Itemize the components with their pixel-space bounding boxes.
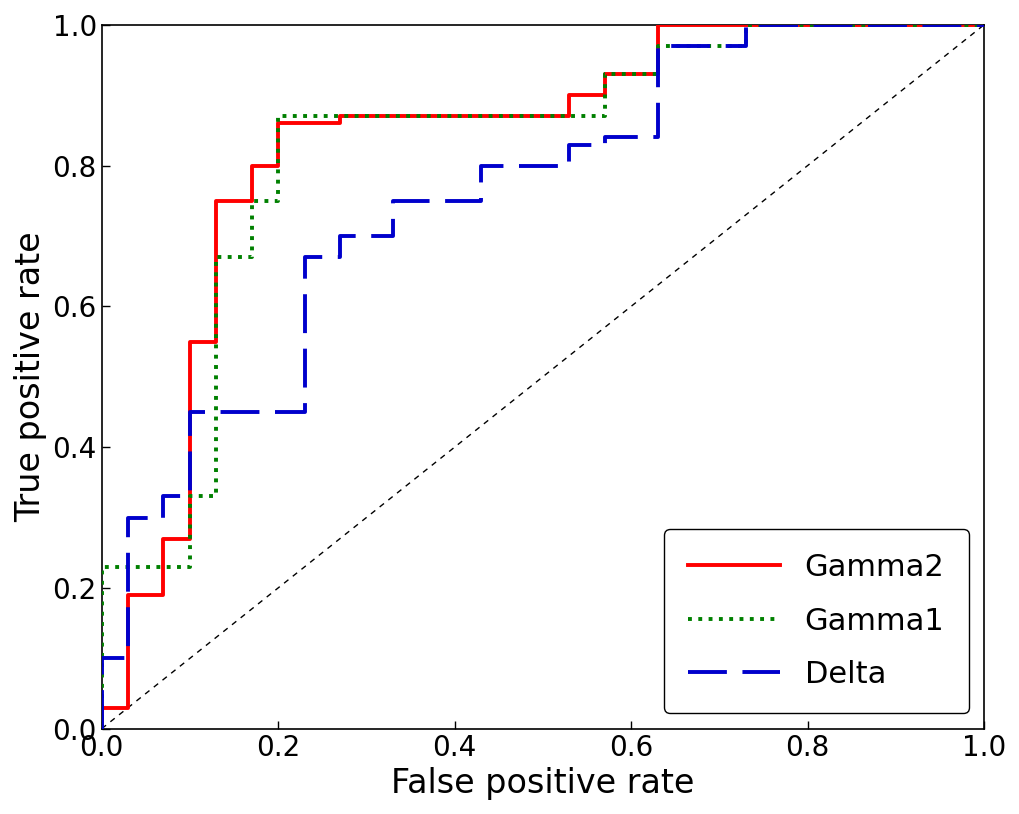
Gamma2 [774,20,787,30]
Delta [739,42,751,51]
Gamma2 [157,590,169,600]
Gamma2 [562,90,575,100]
Gamma1 [246,196,258,206]
Delta [475,196,487,206]
Delta [96,654,108,663]
Gamma1 [272,112,284,121]
Gamma2 [122,590,135,600]
X-axis label: False positive rate: False positive rate [390,767,694,800]
Gamma2 [333,119,345,129]
Gamma2 [210,337,222,347]
Delta [475,161,487,171]
Gamma2 [774,20,787,30]
Line: Gamma2: Gamma2 [102,25,983,729]
Delta [122,654,135,663]
Gamma1 [977,20,989,30]
Gamma1 [183,562,196,571]
Delta [246,407,258,417]
Delta [333,231,345,241]
Gamma2 [651,20,663,30]
Legend: Gamma2, Gamma1, Delta: Gamma2, Gamma1, Delta [663,528,968,713]
Delta [299,407,311,417]
Delta [299,252,311,262]
Delta [651,133,663,142]
Gamma1 [299,112,311,121]
Gamma2 [598,90,610,100]
Delta [562,161,575,171]
Gamma2 [246,161,258,171]
Gamma1 [739,20,751,30]
Delta [651,42,663,51]
Gamma1 [598,69,610,79]
Gamma2 [246,196,258,206]
Delta [562,140,575,150]
Gamma1 [651,69,663,79]
Gamma2 [183,337,196,347]
Gamma1 [96,562,108,571]
Gamma1 [598,112,610,121]
Line: Delta: Delta [102,25,983,729]
Delta [157,492,169,501]
Delta [246,407,258,417]
Gamma1 [299,112,311,121]
Delta [157,513,169,523]
Gamma2 [96,702,108,712]
Delta [333,252,345,262]
Delta [739,20,751,30]
Gamma1 [96,724,108,733]
Gamma1 [739,42,751,51]
Delta [598,140,610,150]
Gamma2 [272,119,284,129]
Gamma1 [210,252,222,262]
Gamma1 [210,492,222,501]
Gamma2 [157,534,169,544]
Y-axis label: True positive rate: True positive rate [14,231,47,522]
Gamma2 [739,20,751,30]
Delta [183,492,196,501]
Gamma2 [562,112,575,121]
Delta [977,20,989,30]
Delta [122,513,135,523]
Gamma1 [183,492,196,501]
Gamma2 [210,196,222,206]
Gamma2 [183,534,196,544]
Line: Gamma1: Gamma1 [102,25,983,729]
Gamma2 [333,112,345,121]
Gamma1 [246,252,258,262]
Delta [183,407,196,417]
Gamma2 [651,69,663,79]
Gamma2 [739,20,751,30]
Gamma2 [977,20,989,30]
Gamma2 [598,69,610,79]
Gamma1 [651,42,663,51]
Gamma1 [272,196,284,206]
Gamma2 [272,161,284,171]
Delta [386,196,398,206]
Gamma2 [96,724,108,733]
Delta [598,133,610,142]
Delta [386,231,398,241]
Gamma2 [122,702,135,712]
Delta [96,724,108,733]
